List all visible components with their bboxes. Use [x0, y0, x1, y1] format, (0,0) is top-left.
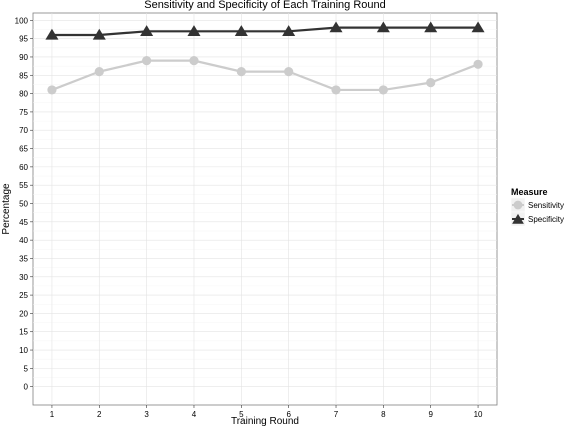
data-point — [45, 28, 59, 40]
y-tick-label: 10 — [19, 346, 28, 355]
y-tick-label: 100 — [15, 16, 29, 25]
y-tick-label: 0 — [24, 383, 29, 392]
data-point — [331, 85, 341, 95]
series-sensitivity — [47, 56, 483, 95]
y-tick-label: 5 — [24, 364, 29, 373]
y-tick-label: 60 — [19, 163, 28, 172]
data-point — [92, 28, 106, 40]
y-tick-label: 50 — [19, 200, 28, 209]
y-tick-label: 70 — [19, 126, 28, 135]
legend-key-marker — [512, 213, 524, 224]
x-tick-label: 7 — [334, 410, 339, 419]
legend: Measure Sensitivity Specificity — [510, 187, 564, 227]
y-tick-label: 25 — [19, 291, 28, 300]
x-axis-label: Training Round — [231, 416, 299, 427]
x-tick-label: 10 — [474, 410, 483, 419]
data-point — [234, 25, 248, 36]
data-point — [426, 78, 436, 88]
series-layer — [45, 21, 485, 95]
legend-key-marker — [513, 200, 523, 210]
data-point — [140, 25, 154, 36]
x-tick-label: 8 — [381, 410, 386, 419]
data-point — [376, 21, 390, 33]
y-tick-label: 65 — [19, 145, 28, 154]
legend-title: Measure — [511, 187, 548, 197]
legend-label: Specificity — [528, 215, 564, 224]
y-tick-label: 40 — [19, 236, 28, 245]
data-point — [282, 25, 296, 36]
series-line — [51, 59, 479, 92]
y-tick-label: 95 — [19, 35, 28, 44]
x-tick-label: 3 — [144, 410, 149, 419]
y-tick-label: 75 — [19, 108, 28, 117]
data-point — [473, 59, 483, 69]
legend-item-specificity: Specificity — [510, 211, 564, 227]
y-tick-label: 55 — [19, 181, 28, 190]
series-line — [51, 26, 479, 37]
data-point — [94, 67, 104, 77]
data-point — [329, 21, 343, 33]
x-tick-label: 6 — [286, 410, 291, 419]
y-tick-label: 15 — [19, 328, 28, 337]
data-point — [47, 85, 57, 95]
data-point — [471, 21, 485, 33]
axes: 0510152025303540455055606570758085909510… — [15, 16, 483, 419]
data-point — [378, 85, 388, 95]
chart-title: Sensitivity and Specificity of Each Trai… — [144, 0, 386, 11]
legend-item-sensitivity: Sensitivity — [510, 197, 564, 213]
y-tick-label: 90 — [19, 53, 28, 62]
y-axis-label: Percentage — [1, 183, 12, 235]
data-point — [424, 21, 438, 33]
grid-major — [33, 13, 497, 405]
x-tick-label: 4 — [192, 410, 197, 419]
legend-items: Sensitivity Specificity — [510, 197, 564, 227]
data-point — [142, 56, 152, 66]
x-tick-label: 9 — [428, 410, 433, 419]
x-tick-label: 2 — [97, 410, 102, 419]
y-tick-label: 30 — [19, 273, 28, 282]
data-point — [187, 25, 201, 36]
data-point — [236, 67, 246, 77]
data-point — [284, 67, 294, 77]
y-tick-label: 45 — [19, 218, 28, 227]
data-point — [189, 56, 199, 66]
plot-panel — [32, 12, 498, 406]
x-tick-label: 5 — [239, 410, 244, 419]
x-tick-label: 1 — [50, 410, 55, 419]
y-tick-label: 35 — [19, 254, 28, 263]
y-tick-label: 20 — [19, 309, 28, 318]
series-specificity — [45, 21, 485, 40]
legend-label: Sensitivity — [528, 201, 564, 210]
grid-minor — [33, 29, 497, 378]
y-tick-label: 80 — [19, 90, 28, 99]
y-tick-label: 85 — [19, 71, 28, 80]
